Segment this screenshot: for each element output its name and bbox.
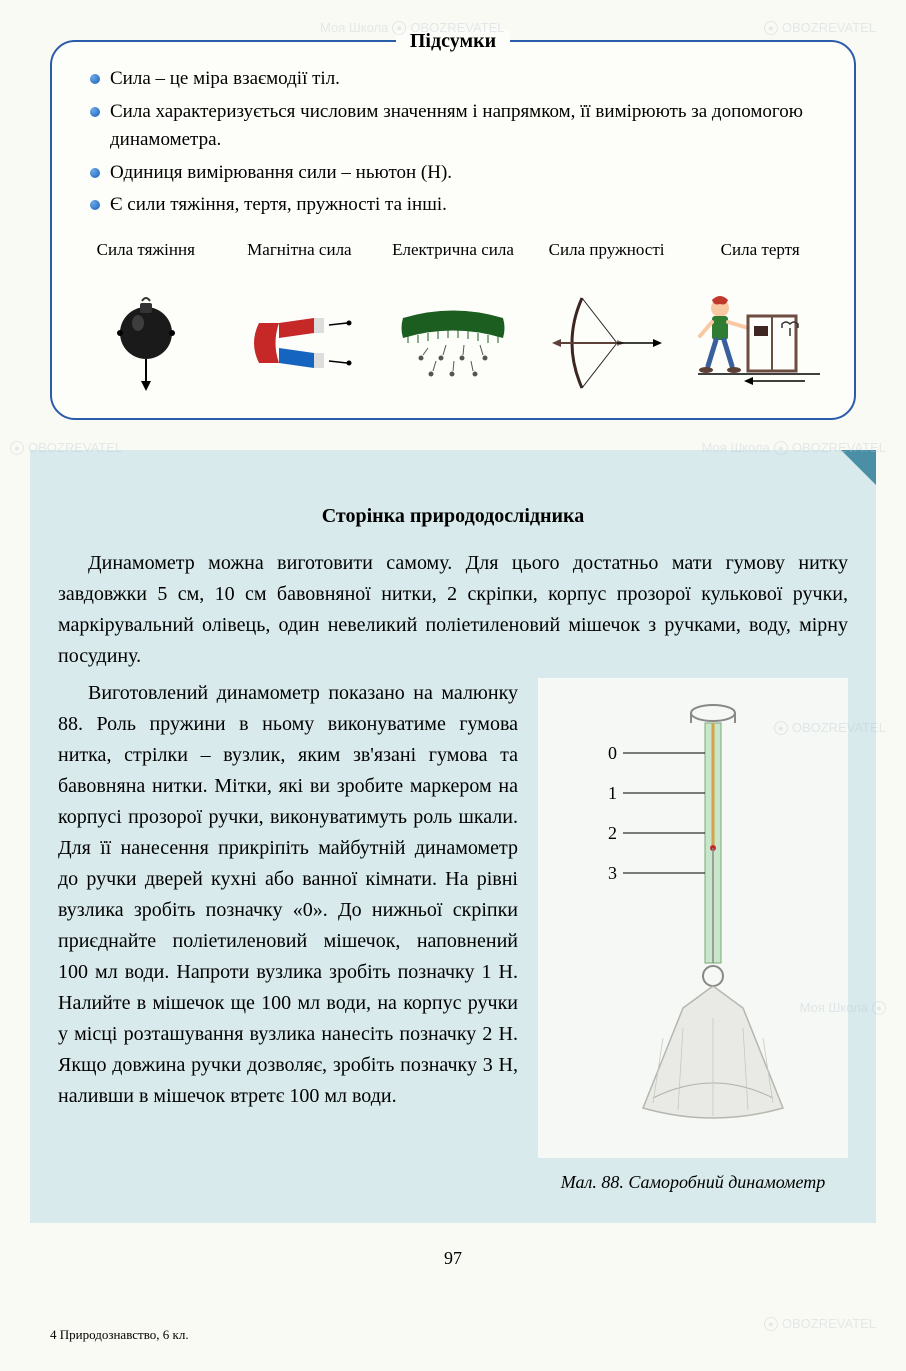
force-label: Сила тяжіння: [74, 240, 218, 280]
force-electric: Електрична сила: [381, 240, 525, 398]
scale-mark: 3: [608, 863, 617, 883]
text-column: Виготовлений динамометр показано на малю…: [58, 678, 518, 1118]
force-label: Сила тертя: [688, 240, 832, 280]
bullet-text: Є сили тяжіння, тертя, пружності та інші…: [110, 191, 447, 220]
watermark: ●OBOZREVATEL: [764, 1316, 876, 1331]
paragraph: Виготовлений динамометр показано на малю…: [58, 678, 518, 1112]
researcher-section: Сторінка природодослідника Динамометр мо…: [30, 450, 876, 1223]
friction-icon: [688, 288, 832, 398]
force-label: Магнітна сила: [228, 240, 372, 280]
bullet-item: Є сили тяжіння, тертя, пружності та інші…: [74, 191, 832, 220]
bullet-icon: [90, 200, 100, 210]
force-label: Електрична сила: [381, 240, 525, 280]
figure-column: 0 1 2 3: [538, 678, 848, 1195]
figure-caption: Мал. 88. Саморобний динамометр: [538, 1170, 848, 1195]
bullet-icon: [90, 168, 100, 178]
section-title: Сторінка природодослідника: [58, 505, 848, 528]
two-column-layout: Виготовлений динамометр показано на малю…: [58, 678, 848, 1195]
force-friction: Сила тертя: [688, 240, 832, 398]
paragraph: Динамометр можна виготовити самому. Для …: [58, 548, 848, 672]
bullet-text: Сила характеризується числовим значенням…: [110, 98, 832, 155]
bullet-item: Одиниця вимірювання сили – ньютон (Н).: [74, 159, 832, 188]
scale-mark: 1: [608, 783, 617, 803]
bow-icon: [535, 288, 679, 398]
force-elastic: Сила пружності: [535, 240, 679, 398]
summary-box: Підсумки Сила – це міра взаємодії тіл. С…: [50, 40, 856, 420]
bullet-item: Сила характеризується числовим значенням…: [74, 98, 832, 155]
comb-icon: [381, 288, 525, 398]
page-number: 97: [50, 1248, 856, 1269]
force-gravity: Сила тяжіння: [74, 240, 218, 398]
scale-mark: 2: [608, 823, 617, 843]
bullet-text: Сила – це міра взаємодії тіл.: [110, 65, 340, 94]
gravity-icon: [74, 288, 218, 398]
bullet-list: Сила – це міра взаємодії тіл. Сила харак…: [74, 65, 832, 220]
bullet-icon: [90, 74, 100, 84]
forces-row: Сила тяжіння Магнітна сила: [74, 240, 832, 398]
magnet-icon: [228, 288, 372, 398]
bullet-icon: [90, 107, 100, 117]
dynamometer-figure: 0 1 2 3: [538, 678, 848, 1158]
footer-note: 4 Природознавство, 6 кл.: [50, 1327, 189, 1343]
summary-title: Підсумки: [74, 30, 832, 53]
bullet-item: Сила – це міра взаємодії тіл.: [74, 65, 832, 94]
corner-fold-icon: [841, 450, 876, 485]
force-label: Сила пружності: [535, 240, 679, 280]
force-magnetic: Магнітна сила: [228, 240, 372, 398]
scale-mark: 0: [608, 743, 617, 763]
bullet-text: Одиниця вимірювання сили – ньютон (Н).: [110, 159, 452, 188]
textbook-page: Моя Школа●OBOZREVATEL ●OBOZREVATEL Підсу…: [0, 0, 906, 1371]
